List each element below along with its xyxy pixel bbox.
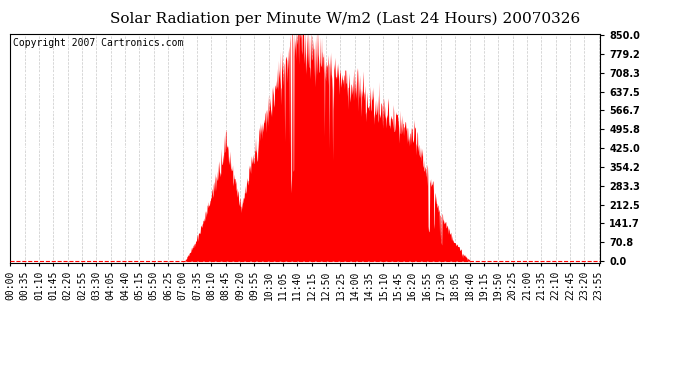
Text: Solar Radiation per Minute W/m2 (Last 24 Hours) 20070326: Solar Radiation per Minute W/m2 (Last 24… (110, 11, 580, 26)
Text: Copyright 2007 Cartronics.com: Copyright 2007 Cartronics.com (13, 38, 184, 48)
